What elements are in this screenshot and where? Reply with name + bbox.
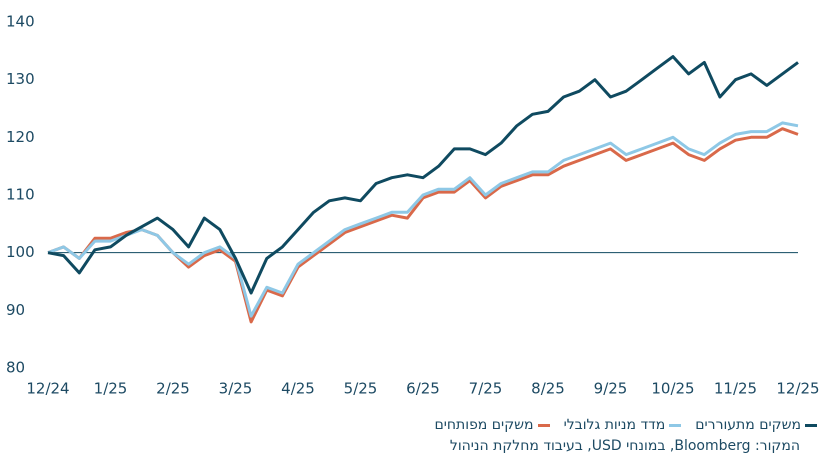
y-tick-label: 90 <box>6 301 25 319</box>
legend-item: מדד מניות גלובלי <box>564 417 682 433</box>
series-line <box>47 121 799 318</box>
x-tick-label: 4/25 <box>281 380 315 398</box>
x-tick-label: 3/25 <box>219 380 253 398</box>
legend-label: מדד מניות גלובלי <box>563 417 666 433</box>
series-line <box>47 55 799 295</box>
y-tick-label: 80 <box>6 359 25 377</box>
x-tick-label: 5/25 <box>344 380 378 398</box>
x-tick-label: 8/25 <box>531 380 565 398</box>
x-tick-label: 10/25 <box>651 380 694 398</box>
x-tick-label: 9/25 <box>594 380 628 398</box>
legend-label: משקים מפותחים <box>434 417 534 433</box>
y-tick-label: 110 <box>6 186 35 204</box>
x-tick-label: 2/25 <box>156 380 190 398</box>
legend-swatch <box>805 423 817 427</box>
y-tick-label: 100 <box>6 243 35 261</box>
legend: משקים מתעוררים מדד מניות גלובלי משקים מפות… <box>434 417 817 433</box>
y-tick-label: 130 <box>6 70 35 88</box>
source-note: המקור: Bloomberg, במונחי USD, בעיבוד מחל… <box>449 438 800 454</box>
y-tick-label: 140 <box>6 13 35 31</box>
x-tick-label: 6/25 <box>406 380 440 398</box>
x-tick-label: 11/25 <box>714 380 757 398</box>
series-line <box>47 127 799 324</box>
legend-item: משקים מפותחים <box>434 417 550 433</box>
x-tick-label: 12/24 <box>26 380 69 398</box>
chart: 80 90 100 110 120 130 140 12/24 1/25 2/25 3/25 4/25… <box>6 13 820 398</box>
x-tick-label: 7/25 <box>469 380 503 398</box>
x-tick-label: 1/25 <box>94 380 128 398</box>
legend-swatch <box>537 423 550 427</box>
legend-swatch <box>669 423 682 427</box>
y-tick-label: 120 <box>6 128 35 146</box>
legend-item: משקים מתעוררים <box>695 417 817 433</box>
legend-label: משקים מתעוררים <box>695 417 801 433</box>
x-tick-label: 12/25 <box>776 380 819 398</box>
